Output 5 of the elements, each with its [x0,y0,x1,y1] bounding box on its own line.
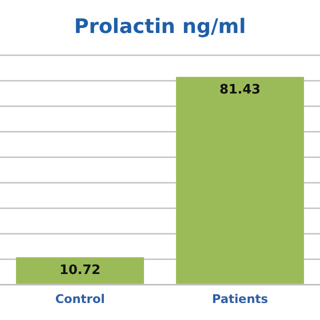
x-tick-label: Patients [212,292,268,306]
chart-title: Prolactin ng/ml [73,14,247,38]
data-label: 81.43 [219,82,261,98]
x-tick-label: Control [55,292,105,306]
data-label: 10.72 [59,263,101,278]
